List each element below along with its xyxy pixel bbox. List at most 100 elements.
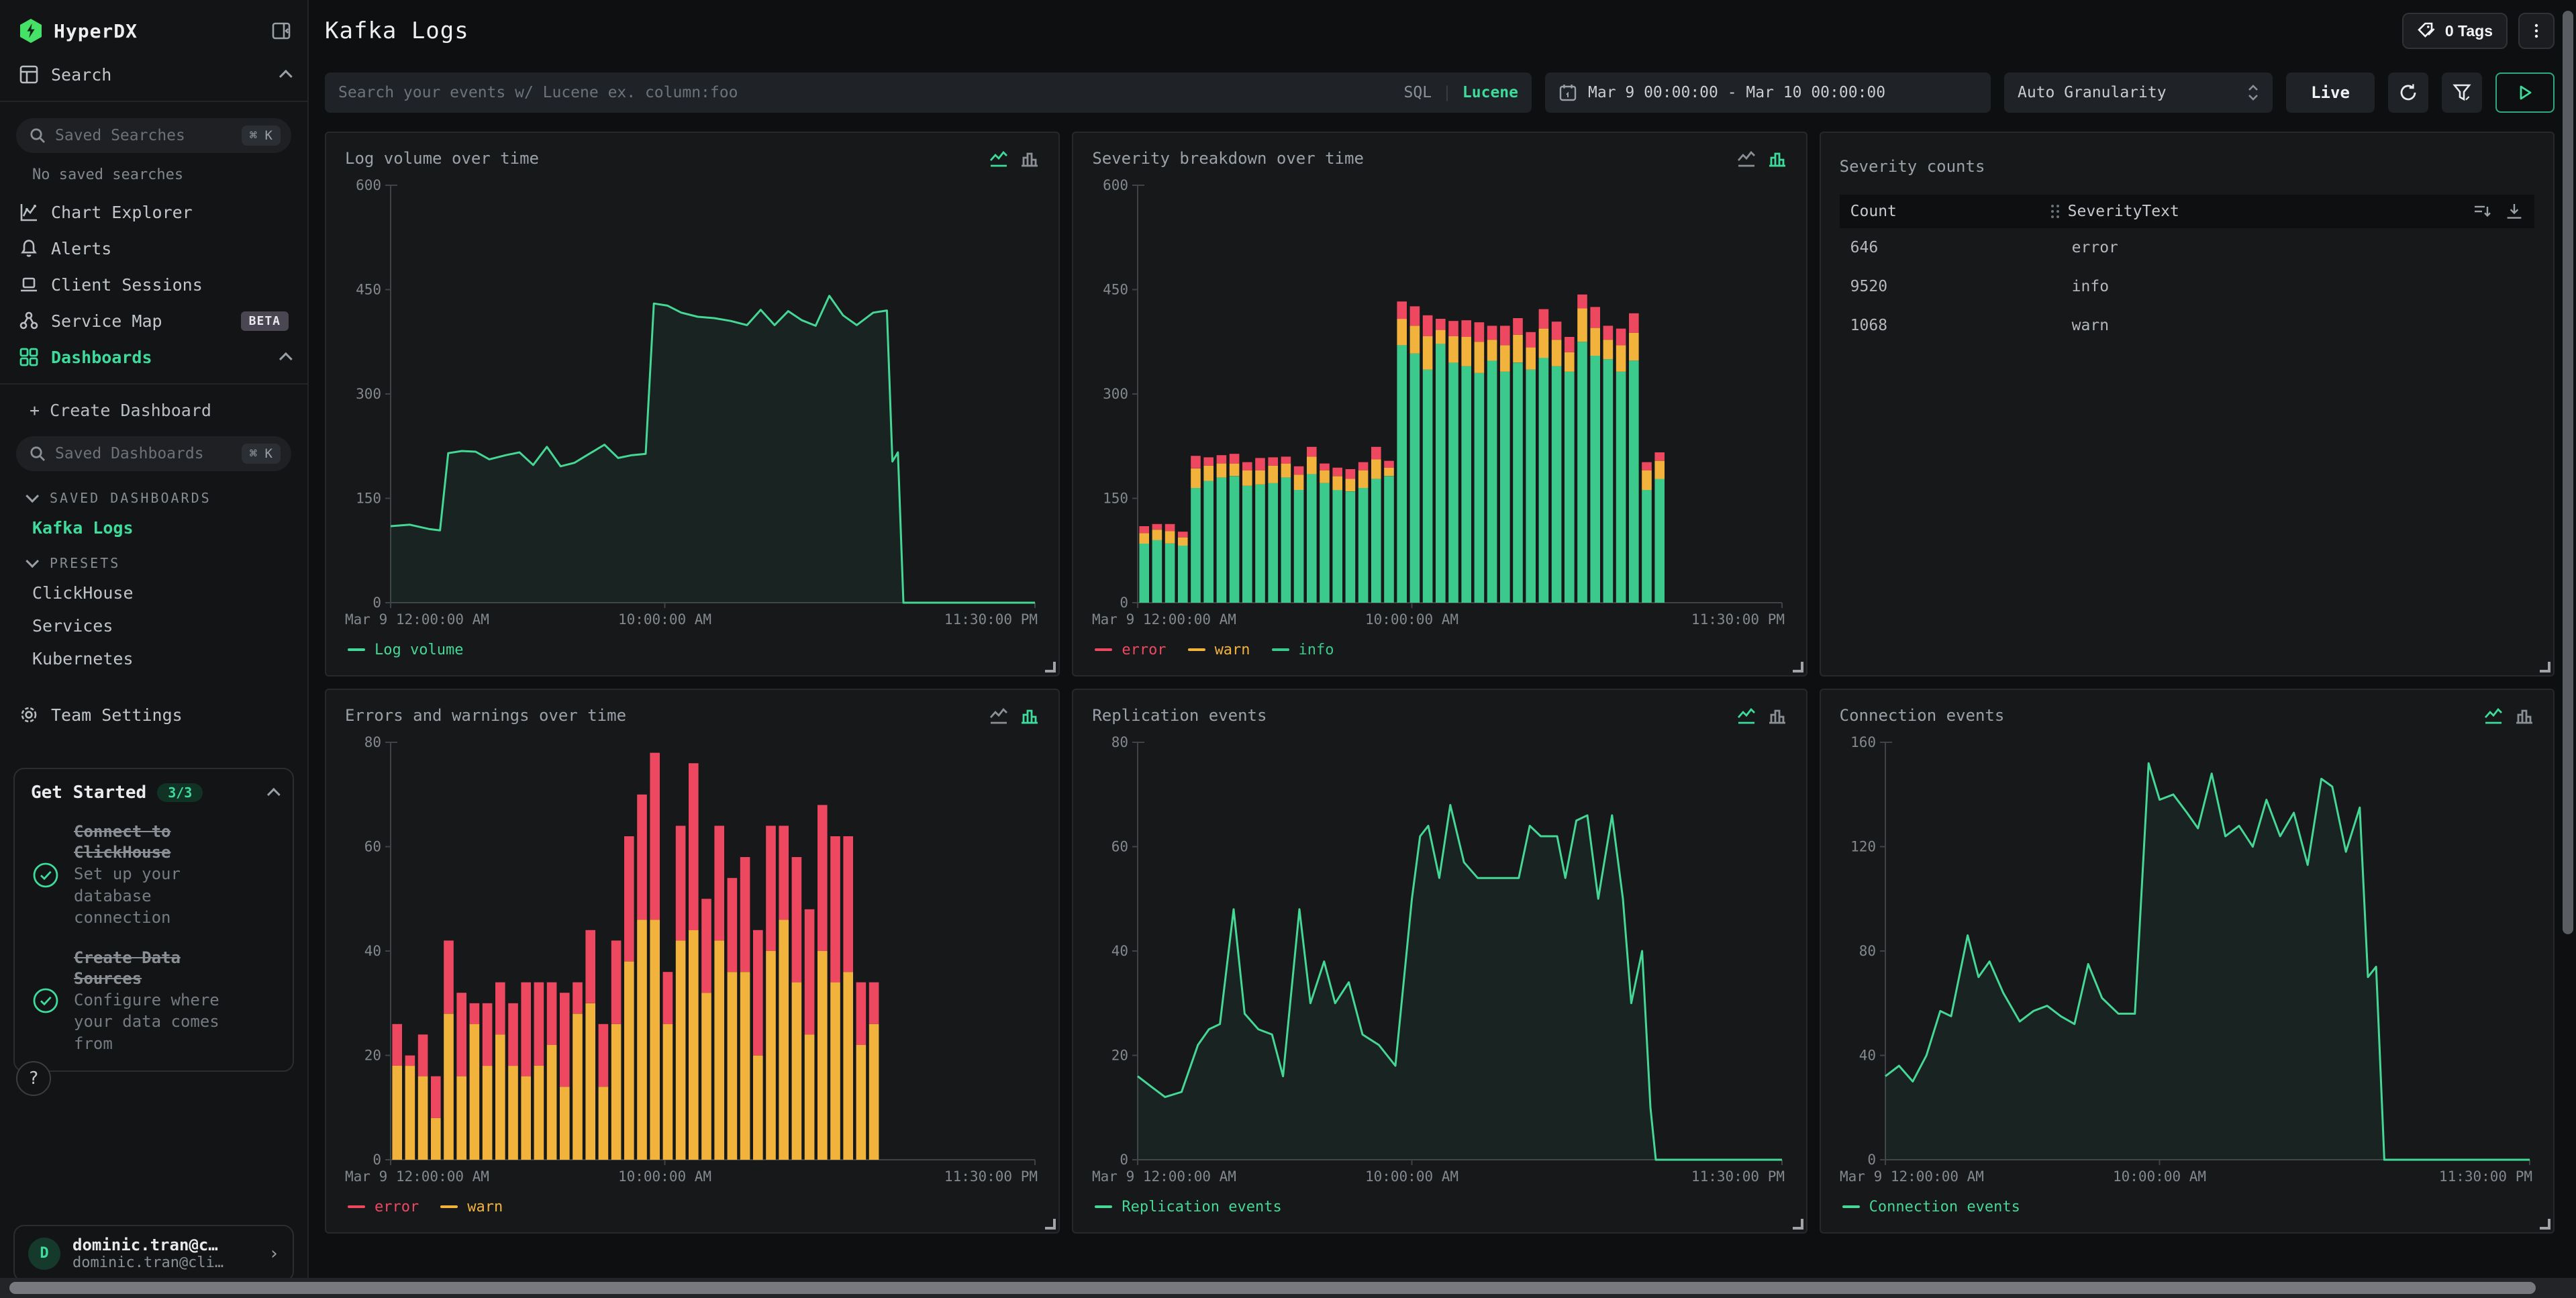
preset-kubernetes[interactable]: Kubernetes <box>0 642 307 675</box>
column-header-count[interactable]: Count <box>1850 203 1897 220</box>
legend-item[interactable]: info <box>1271 642 1334 658</box>
sidebar-item-label: Alerts <box>51 238 112 258</box>
legend-item[interactable]: warn <box>1187 641 1250 658</box>
chevron-up-icon[interactable] <box>266 787 281 801</box>
preset-link-label: ClickHouse <box>32 583 134 603</box>
panel-severity-counts: Severity counts Count SeverityText <box>1819 132 2555 677</box>
saved-searches-placeholder: Saved Searches <box>55 127 185 144</box>
query-language-toggle[interactable]: SQL | Lucene <box>1404 84 1519 101</box>
legend-label: Connection events <box>1869 1198 2020 1215</box>
legend-label: warn <box>1214 641 1250 658</box>
bar-chart-toggle-icon[interactable] <box>1767 706 1787 726</box>
line-chart-toggle-icon[interactable] <box>1736 706 1756 726</box>
service-map-icon <box>19 311 38 330</box>
user-menu[interactable]: D dominic.tran@c… dominic.tran@cli… › <box>13 1225 294 1282</box>
event-search-input[interactable]: Search your events w/ Lucene ex. column:… <box>325 72 1532 113</box>
legend-item[interactable]: Log volume <box>348 642 463 658</box>
sidebar-item-dashboards[interactable]: Dashboards <box>0 339 307 375</box>
preset-services[interactable]: Services <box>0 609 307 642</box>
legend-swatch <box>440 1205 458 1208</box>
get-started-item[interactable]: Create Data Sources Configure where your… <box>31 948 277 1055</box>
chart-canvas[interactable]: 0 20 40 60 80 Mar 9 12:00:00 AM 10:00:00 AM 11:… <box>345 729 1040 1195</box>
search-icon <box>30 128 45 143</box>
table-row[interactable]: 646 error <box>1840 228 2534 267</box>
section-saved-dashboards[interactable]: SAVED DASHBOARDS <box>0 479 307 511</box>
panel-resize-handle[interactable] <box>1792 662 1803 672</box>
legend-item[interactable]: error <box>1095 642 1167 658</box>
line-chart-toggle-icon[interactable] <box>989 149 1009 169</box>
svg-text:11:30:00 PM: 11:30:00 PM <box>2439 1168 2532 1185</box>
sidebar-item-client-sessions[interactable]: Client Sessions <box>0 266 307 303</box>
drag-grip-icon[interactable] <box>2049 203 2061 219</box>
sidebar-item-team-settings[interactable]: Team Settings <box>0 697 307 733</box>
panel-resize-handle[interactable] <box>1045 1219 1056 1230</box>
sidebar-item-alerts[interactable]: Alerts <box>0 230 307 266</box>
kebab-menu-icon <box>2534 23 2538 38</box>
svg-text:0: 0 <box>1867 1152 1876 1168</box>
refresh-button[interactable] <box>2388 72 2428 113</box>
legend-item[interactable]: error <box>348 1199 419 1215</box>
tags-button[interactable]: 0 Tags <box>2401 13 2508 49</box>
bell-icon <box>21 240 37 257</box>
preset-clickhouse[interactable]: ClickHouse <box>0 577 307 609</box>
sidebar-item-chart-explorer[interactable]: Chart Explorer <box>0 194 307 230</box>
saved-searches-input[interactable]: Saved Searches ⌘ K <box>16 118 291 153</box>
task-title: Connect to ClickHouse <box>74 822 171 862</box>
panel-resize-handle[interactable] <box>1792 1219 1803 1230</box>
run-query-button[interactable] <box>2495 72 2555 113</box>
panel-resize-handle[interactable] <box>1045 662 1056 672</box>
live-button[interactable]: Live <box>2286 72 2375 113</box>
horizontal-scrollbar-track[interactable] <box>0 1278 2576 1298</box>
chevron-right-icon: › <box>268 1243 279 1264</box>
row-options-icon[interactable] <box>2473 202 2491 221</box>
line-chart-toggle-icon[interactable] <box>1736 149 1756 169</box>
vertical-scrollbar[interactable] <box>2563 11 2573 934</box>
panel-resize-handle[interactable] <box>2540 662 2550 672</box>
time-range-picker[interactable]: Mar 9 00:00:00 - Mar 10 00:00:00 <box>1545 72 1991 113</box>
sidebar: HyperDX Search Saved Searches ⌘ K No sav… <box>0 0 309 1298</box>
beta-badge: BETA <box>240 311 289 331</box>
sql-toggle[interactable]: SQL <box>1403 84 1432 101</box>
legend-item[interactable]: warn <box>440 1199 503 1215</box>
cell-severity: info <box>2071 278 2110 295</box>
svg-text:0: 0 <box>373 1152 381 1168</box>
download-icon[interactable] <box>2505 202 2524 221</box>
section-presets[interactable]: PRESETS <box>0 544 307 577</box>
task-desc: Configure where your data comes from <box>74 990 219 1053</box>
chevron-down-icon <box>26 554 40 568</box>
help-button[interactable]: ? <box>16 1061 51 1097</box>
collapse-sidebar-icon[interactable] <box>271 21 291 41</box>
legend-label: Replication events <box>1122 1198 1282 1215</box>
chart-legend: error warn info <box>1092 638 1787 664</box>
chart-canvas[interactable]: 0 20 40 60 80 Mar 9 12:00:00 AM 10:00:00 AM 11:… <box>1092 729 1787 1195</box>
panel-resize-handle[interactable] <box>2540 1219 2550 1230</box>
panel-menu-button[interactable] <box>2518 13 2555 49</box>
chart-canvas[interactable]: 0 150 300 450 600 Mar 9 12:00:00 AM 10:00:00 A… <box>345 172 1040 638</box>
svg-text:60: 60 <box>364 839 381 855</box>
gear-icon <box>21 707 37 723</box>
chart-canvas[interactable]: 0 40 80 120 160 Mar 9 12:00:00 AM 10:00:00 AM 1… <box>1840 729 2534 1195</box>
create-dashboard-button[interactable]: + Create Dashboard <box>0 393 307 428</box>
saved-dashboards-input[interactable]: Saved Dashboards ⌘ K <box>16 436 291 471</box>
bar-chart-toggle-icon[interactable] <box>1020 149 1040 169</box>
granularity-select[interactable]: Auto Granularity <box>2004 72 2273 113</box>
line-chart-toggle-icon[interactable] <box>2483 706 2504 726</box>
table-row[interactable]: 9520 info <box>1840 267 2534 306</box>
chart-canvas[interactable]: 0 150 300 450 600 Mar 9 12:00:00 AM 10:00:00 A… <box>1092 172 1787 638</box>
legend-item[interactable]: Replication events <box>1095 1198 1282 1215</box>
bar-chart-toggle-icon[interactable] <box>2514 706 2534 726</box>
legend-item[interactable]: Connection events <box>1842 1199 2020 1215</box>
bar-chart-toggle-icon[interactable] <box>1767 149 1787 169</box>
horizontal-scrollbar[interactable] <box>9 1282 2536 1294</box>
lucene-toggle[interactable]: Lucene <box>1462 84 1518 101</box>
sidebar-item-service-map[interactable]: Service Map BETA <box>0 303 307 339</box>
filter-button[interactable] <box>2442 72 2482 113</box>
main-content: Kafka Logs 0 Tags Search your events w/ … <box>309 0 2576 1298</box>
sidebar-item-search[interactable]: Search <box>0 56 307 93</box>
saved-dashboard-kafka-logs[interactable]: Kafka Logs <box>0 511 307 544</box>
bar-chart-toggle-icon[interactable] <box>1020 706 1040 726</box>
table-row[interactable]: 1068 warn <box>1840 306 2534 345</box>
line-chart-toggle-icon[interactable] <box>989 706 1009 726</box>
column-header-severity[interactable]: SeverityText <box>2049 203 2473 220</box>
get-started-item[interactable]: Connect to ClickHouse Set up your databa… <box>31 821 277 929</box>
